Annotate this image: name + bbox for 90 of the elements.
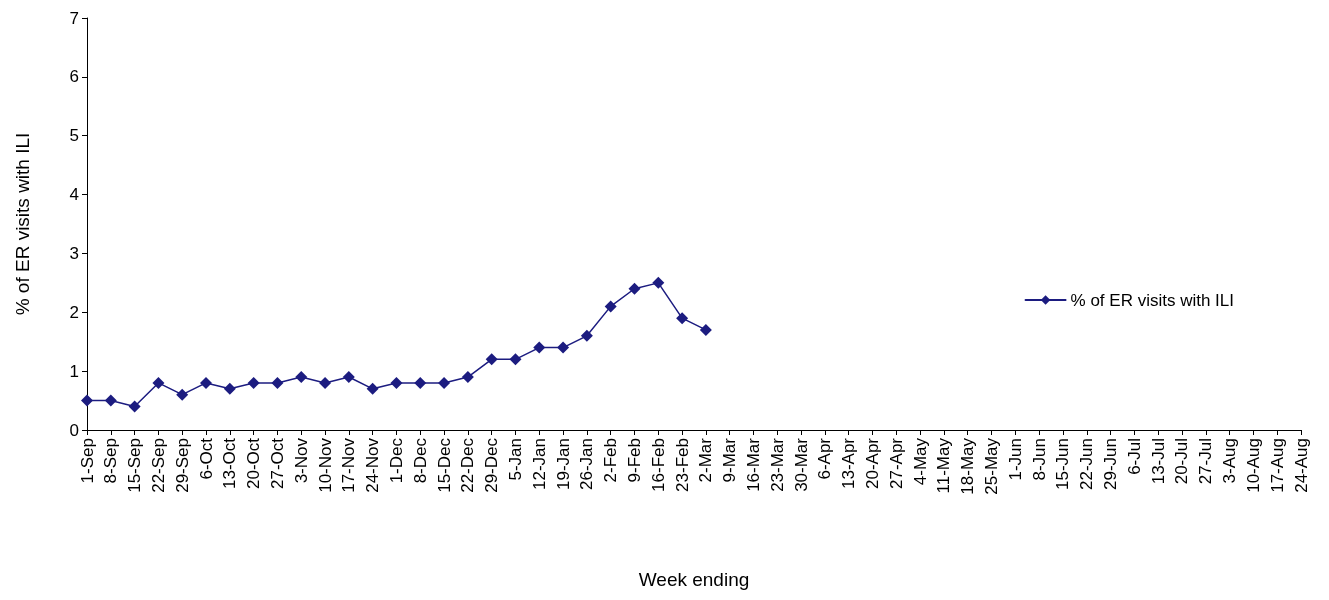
y-tick-label: 3	[69, 243, 79, 263]
x-tick-label: 16-Feb	[648, 438, 668, 492]
x-tick-label: 15-Dec	[434, 437, 454, 493]
x-tick-label: 27-Apr	[886, 437, 906, 490]
point	[461, 371, 474, 384]
point	[414, 376, 427, 389]
point	[247, 376, 260, 389]
x-tick-label: 15-Jun	[1053, 438, 1073, 490]
x-tick-label: 5-Jan	[505, 438, 525, 481]
point	[81, 394, 93, 407]
x-tick-label: 24-Nov	[363, 437, 383, 493]
point	[128, 400, 141, 413]
x-tick-label: 13-Oct	[220, 437, 240, 490]
y-tick-label: 7	[69, 8, 79, 28]
legend-label: % of ER visits with ILI	[1070, 290, 1234, 310]
x-tick-label: 23-Mar	[767, 437, 787, 492]
x-tick-label: 8-Sep	[101, 438, 121, 484]
point	[676, 312, 689, 325]
x-tick-label: 17-Nov	[339, 437, 359, 493]
x-tick-label: 19-Jan	[553, 438, 573, 490]
point	[104, 394, 117, 407]
x-tick-label: 17-Aug	[1267, 438, 1287, 493]
x-tick-label: 29-Jun	[1101, 438, 1121, 490]
x-tick-label: 1-Jun	[1005, 438, 1025, 481]
point	[699, 323, 712, 336]
y-tick-label: 1	[69, 361, 79, 381]
x-tick-label: 24-Aug	[1291, 438, 1311, 493]
x-tick-label: 2-Mar	[696, 437, 716, 483]
x-tick-label: 6-Apr	[815, 437, 835, 480]
x-tick-label: 8-Dec	[410, 437, 430, 484]
x-tick-label: 25-May	[982, 437, 1002, 495]
x-tick-label: 1-Sep	[77, 438, 97, 484]
point	[604, 300, 617, 313]
point	[509, 353, 522, 366]
point	[295, 371, 308, 384]
x-tick-label: 20-Oct	[244, 437, 264, 490]
x-tick-label: 30-Mar	[791, 437, 811, 492]
point	[366, 382, 379, 395]
point	[152, 376, 165, 389]
x-tick-label: 13-Apr	[839, 437, 859, 490]
x-tick-label: 16-Mar	[744, 437, 764, 492]
x-tick-label: 27-Oct	[267, 437, 287, 490]
x-tick-label: 20-Apr	[863, 437, 883, 490]
y-tick-label: 6	[69, 67, 79, 87]
x-tick-label: 12-Jan	[529, 438, 549, 490]
point	[628, 282, 641, 295]
x-tick-label: 22-Dec	[458, 437, 478, 493]
y-tick-label: 5	[69, 126, 79, 146]
x-tick-label: 6-Jul	[1124, 438, 1144, 475]
x-tick-label: 20-Jul	[1172, 438, 1192, 485]
x-tick-label: 9-Mar	[720, 437, 740, 483]
x-tick-label: 1-Dec	[386, 437, 406, 484]
x-tick-label: 2-Feb	[601, 438, 621, 483]
x-tick-label: 11-May	[934, 437, 954, 494]
point	[533, 341, 546, 354]
point	[390, 376, 403, 389]
x-tick-label: 26-Jan	[577, 438, 597, 490]
x-tick-label: 22-Jun	[1077, 438, 1097, 490]
point	[557, 341, 570, 354]
x-tick-label: 29-Sep	[172, 438, 192, 493]
point	[319, 376, 332, 389]
point	[176, 388, 189, 401]
x-axis-title: Week ending	[638, 569, 750, 590]
x-tick-label: 23-Feb	[672, 438, 692, 492]
point	[485, 353, 498, 366]
y-tick-label: 4	[69, 185, 79, 205]
x-tick-label: 8-Jun	[1029, 438, 1049, 481]
x-tick-label: 4-May	[910, 437, 930, 486]
point	[438, 376, 451, 389]
x-tick-label: 3-Aug	[1220, 438, 1240, 484]
x-tick-label: 10-Nov	[315, 437, 335, 493]
y-tick-label: 2	[69, 302, 79, 322]
x-tick-label: 10-Aug	[1243, 438, 1263, 493]
y-axis-title: % of ER visits with ILI	[12, 132, 33, 316]
x-tick-label: 22-Sep	[148, 438, 168, 493]
x-tick-label: 13-Jul	[1148, 438, 1168, 485]
point	[652, 276, 665, 289]
point	[223, 382, 236, 395]
point	[580, 329, 593, 342]
x-tick-label: 15-Sep	[125, 438, 145, 493]
x-tick-label: 9-Feb	[624, 438, 644, 483]
point	[200, 376, 213, 389]
point	[271, 376, 284, 389]
x-tick-label: 18-May	[958, 437, 978, 495]
x-tick-label: 27-Jul	[1196, 438, 1216, 485]
x-tick-label: 6-Oct	[196, 437, 216, 480]
x-tick-label: 3-Nov	[291, 437, 311, 484]
point	[342, 371, 355, 384]
y-tick-label: 0	[69, 420, 79, 440]
x-tick-label: 29-Dec	[482, 437, 502, 493]
